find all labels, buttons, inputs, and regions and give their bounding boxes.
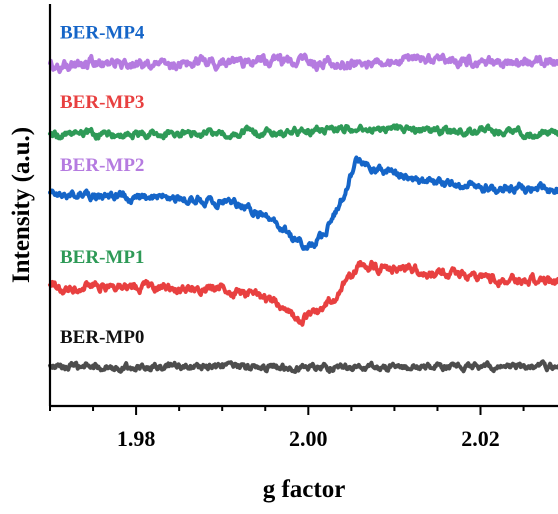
series-label-ber-mp1: BER-MP1 <box>60 247 144 268</box>
axis-layer <box>48 4 558 408</box>
series-line-ber-mp2 <box>48 155 558 251</box>
series-label-ber-mp2: BER-MP2 <box>60 155 144 176</box>
series-label-ber-mp3: BER-MP3 <box>60 92 144 113</box>
series-label-ber-mp0: BER-MP0 <box>60 327 144 348</box>
label-layer: g factor Intensity (a.u.) <box>8 127 345 503</box>
tick-layer: 1.98 2.00 2.02 <box>49 406 525 451</box>
plot-layer: BER-MP0 BER-MP1 BER-MP2 BER-MP3 BER-MP4 <box>48 23 558 374</box>
series-line-ber-mp0 <box>48 359 558 374</box>
series-label-ber-mp4: BER-MP4 <box>60 23 145 44</box>
series-line-ber-mp3 <box>48 123 558 141</box>
x-tick-label-2-02: 2.02 <box>461 426 500 451</box>
y-axis-label: Intensity (a.u.) <box>8 127 35 283</box>
x-axis-label: g factor <box>263 476 346 503</box>
series-line-ber-mp1 <box>48 259 558 327</box>
x-tick-label-2-00: 2.00 <box>289 426 328 451</box>
series-line-ber-mp4 <box>48 52 558 75</box>
x-tick-label-1-98: 1.98 <box>117 426 156 451</box>
